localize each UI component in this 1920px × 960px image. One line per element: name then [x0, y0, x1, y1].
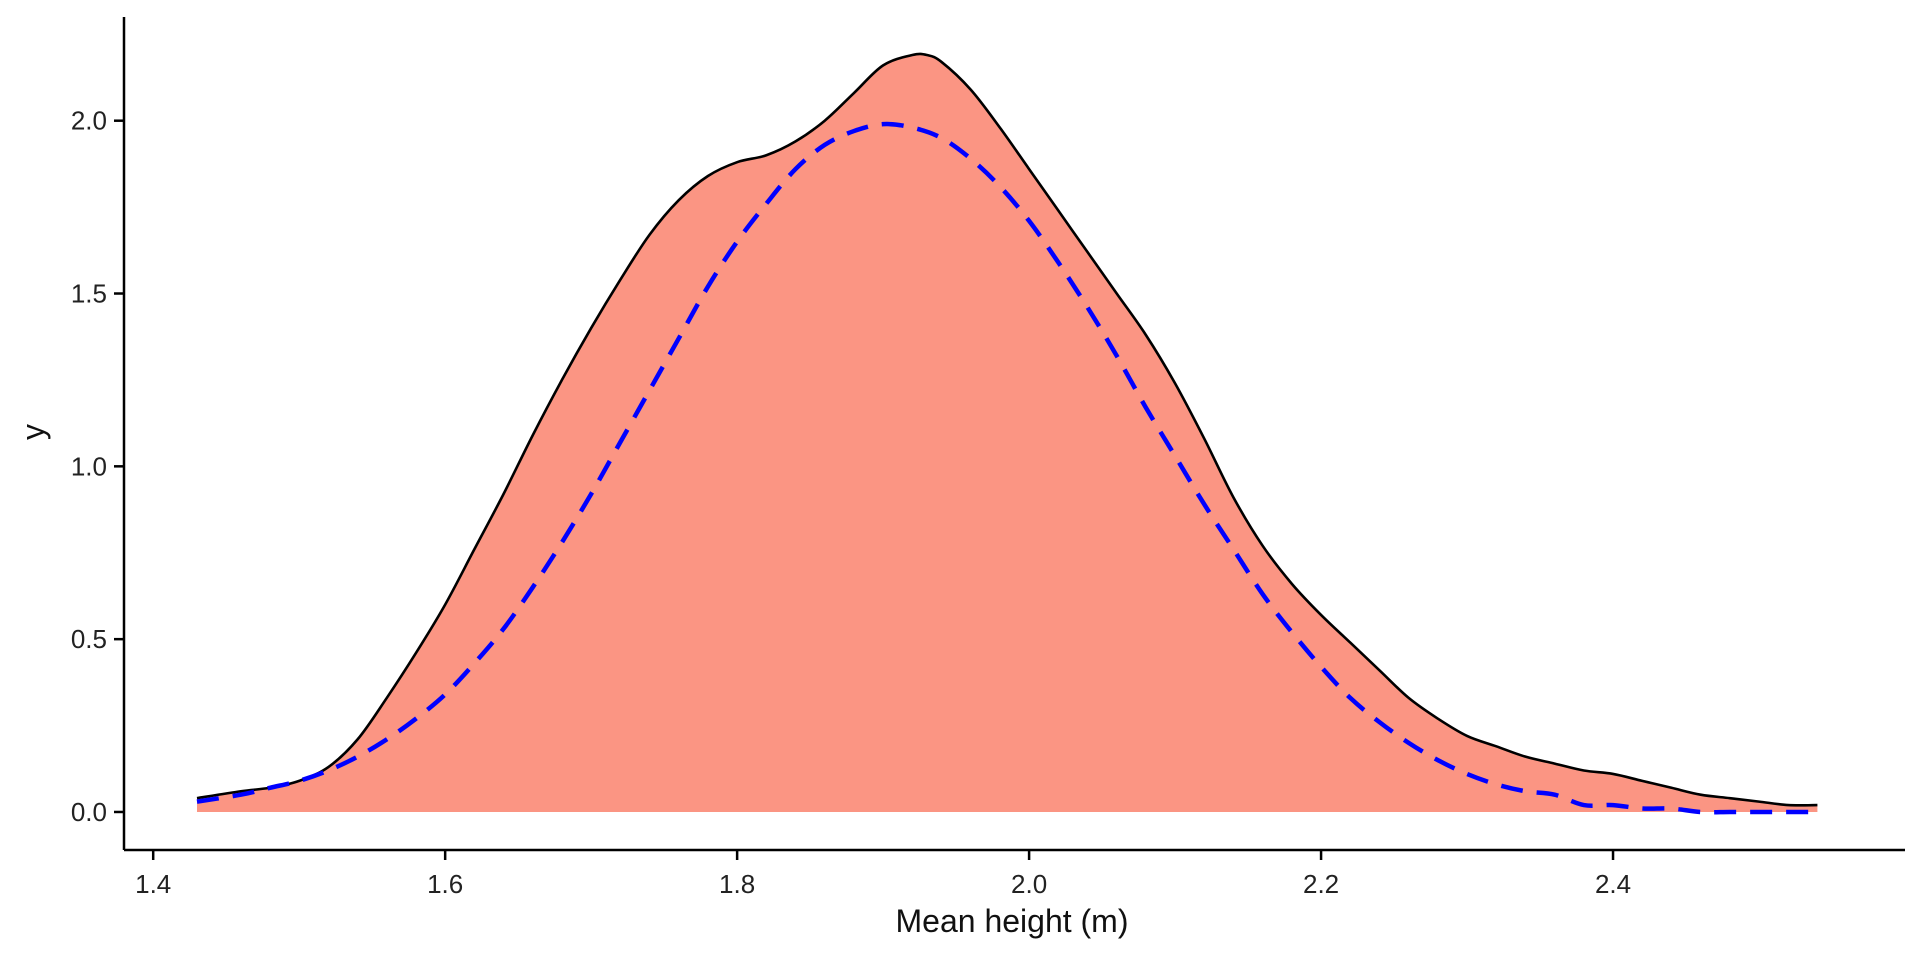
- series-layer: [196, 52, 1818, 815]
- y-tick-label: 1.0: [71, 451, 107, 481]
- y-tick-label: 0.0: [71, 797, 107, 827]
- x-tick-label: 1.8: [719, 869, 755, 899]
- y-ticks: 0.0 0.5 1.0 1.5 2.0: [71, 106, 124, 827]
- x-tick-label: 2.4: [1595, 869, 1631, 899]
- y-tick-label: 2.0: [71, 106, 107, 136]
- x-axis-title: Mean height (m): [896, 903, 1129, 939]
- y-axis-title: y: [15, 424, 51, 440]
- x-ticks: 1.4 1.6 1.8 2.0 2.2 2.4: [135, 850, 1631, 899]
- y-tick-label: 1.5: [71, 279, 107, 309]
- density-area-fill: [196, 53, 1818, 812]
- x-tick-label: 1.6: [427, 869, 463, 899]
- density-area-outline: [196, 52, 1818, 807]
- x-tick-label: 2.2: [1303, 869, 1339, 899]
- x-tick-label: 2.0: [1011, 869, 1047, 899]
- normal-density-line: [196, 121, 1818, 815]
- x-tick-label: 1.4: [135, 869, 171, 899]
- x-axis: 1.4 1.6 1.8 2.0 2.2 2.4 Mean height (m): [124, 848, 1905, 939]
- y-tick-label: 0.5: [71, 624, 107, 654]
- plot-area: [196, 52, 1818, 815]
- y-axis: 0.0 0.5 1.0 1.5 2.0 y: [15, 17, 126, 850]
